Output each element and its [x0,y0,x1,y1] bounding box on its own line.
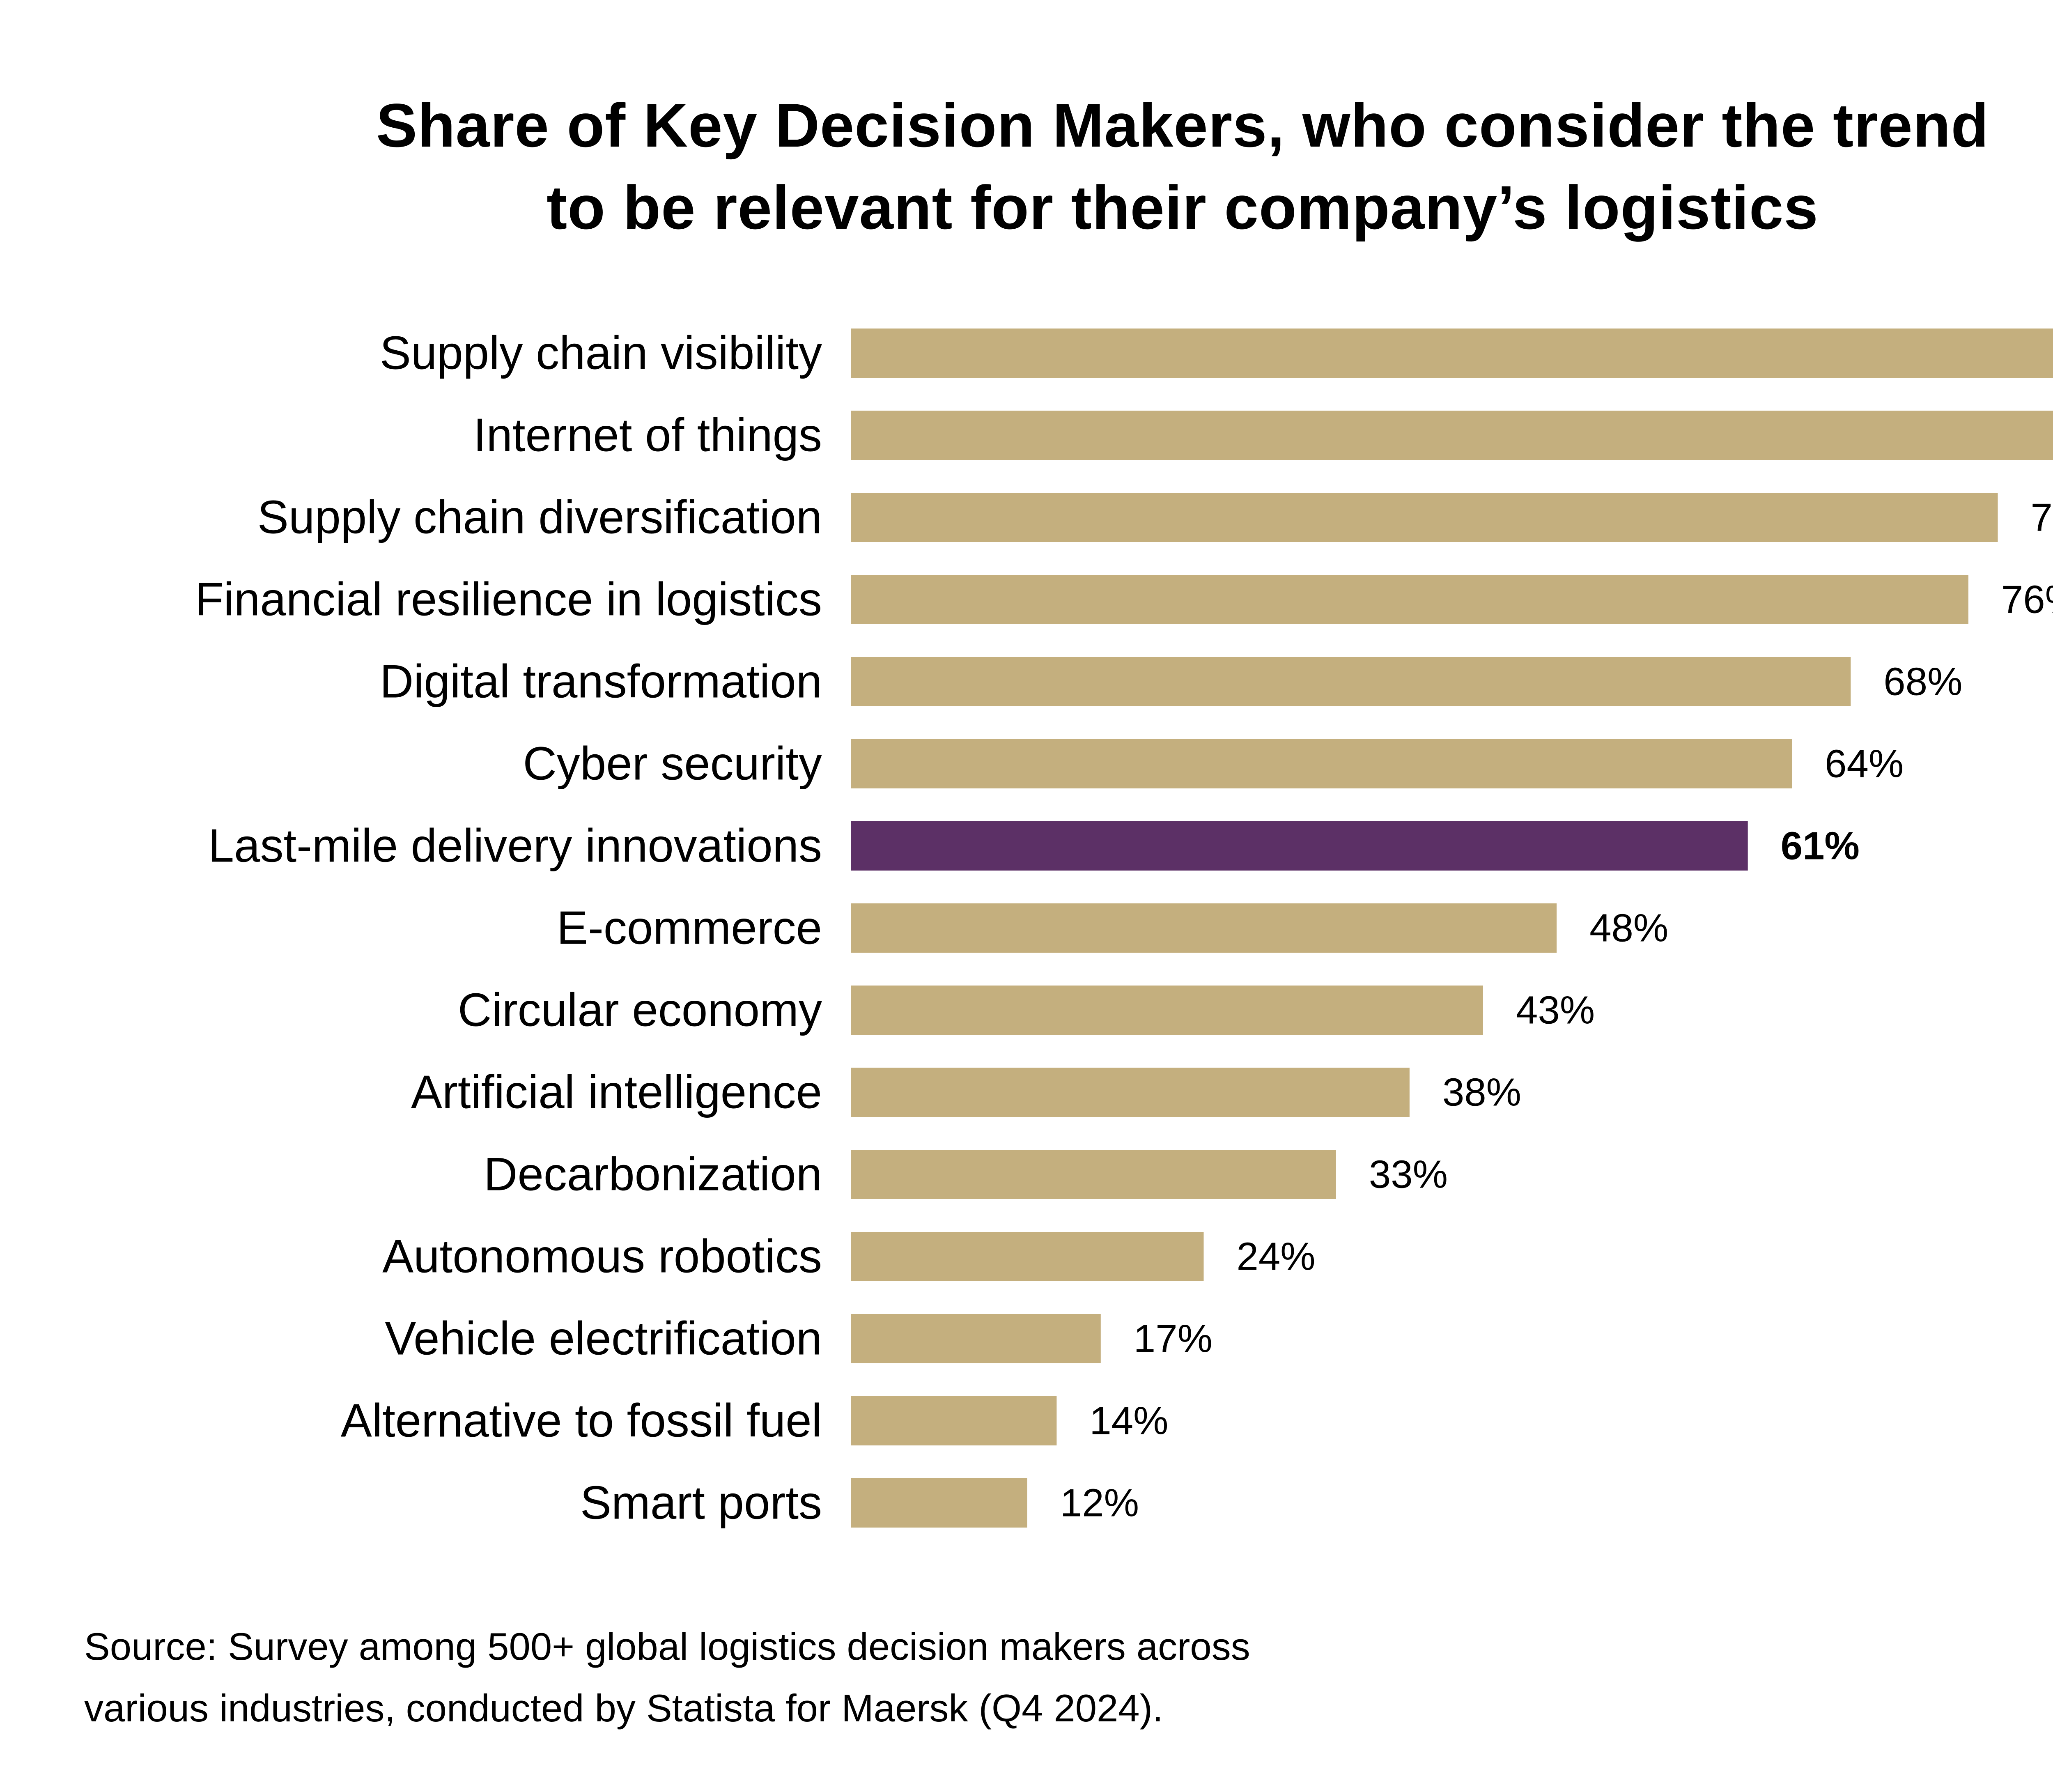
category-label: Artificial intelligence [411,1066,822,1119]
bar [851,411,2053,460]
category-label: Cyber security [523,738,822,790]
bar [851,1396,1057,1445]
value-label: 33% [1369,1153,1448,1197]
bar [851,1150,1336,1199]
value-labels: 86%85%78%76%68%64%61%48%43%38%33%24%17%1… [1060,496,2053,1525]
value-label: 17% [1134,1317,1213,1361]
bar [851,493,1998,542]
category-label: E-commerce [557,902,822,954]
chart-title-line-2: to be relevant for their company’s logis… [547,173,1819,242]
category-labels: Supply chain visibility Internet of thing… [195,327,822,1529]
category-label: Alternative to fossil fuel [341,1395,822,1447]
category-label: Last-mile delivery innovations [208,820,822,872]
value-label: 78% [2031,496,2053,540]
bar [851,1478,1027,1528]
category-label: Internet of things [473,409,822,462]
value-label: 64% [1825,742,1904,786]
category-label: Decarbonization [484,1149,822,1201]
category-label: Vehicle electrification [385,1313,822,1365]
category-label: Circular economy [458,984,822,1036]
bar [851,575,1968,624]
category-label: Financial resilience in logistics [195,574,822,626]
value-label: 48% [1589,906,1668,950]
category-label: Supply chain visibility [380,327,822,379]
value-label: 68% [1883,660,1962,704]
bars-layer [851,329,2053,1528]
bar [851,329,2053,378]
category-label: Digital transformation [380,656,822,708]
bar [851,657,1851,706]
value-label: 43% [1516,988,1595,1032]
value-label: 24% [1237,1235,1316,1279]
source-line-1: Source: Survey among 500+ global logisti… [84,1625,1250,1668]
category-label: Autonomous robotics [382,1231,822,1283]
value-label: 12% [1060,1481,1139,1525]
source-line-2: various industries, conducted by Statist… [84,1686,1164,1730]
chart-title-line-1: Share of Key Decision Makers, who consid… [376,91,1989,160]
bar [851,903,1557,953]
bar [851,1068,1410,1117]
bar [851,1232,1204,1281]
category-label: Supply chain diversification [257,492,822,544]
value-label: 38% [1442,1071,1521,1114]
value-label: 76% [2001,578,2053,622]
bar-highlighted [851,821,1748,871]
bar [851,986,1483,1035]
bar [851,1314,1101,1363]
category-label: Smart ports [580,1477,822,1529]
value-label: 14% [1089,1399,1168,1443]
bar [851,739,1792,788]
source-note: Source: Survey among 500+ global logisti… [84,1616,1250,1739]
value-label: 61% [1781,824,1860,868]
chart-title: Share of Key Decision Makers, who consid… [0,84,2053,248]
